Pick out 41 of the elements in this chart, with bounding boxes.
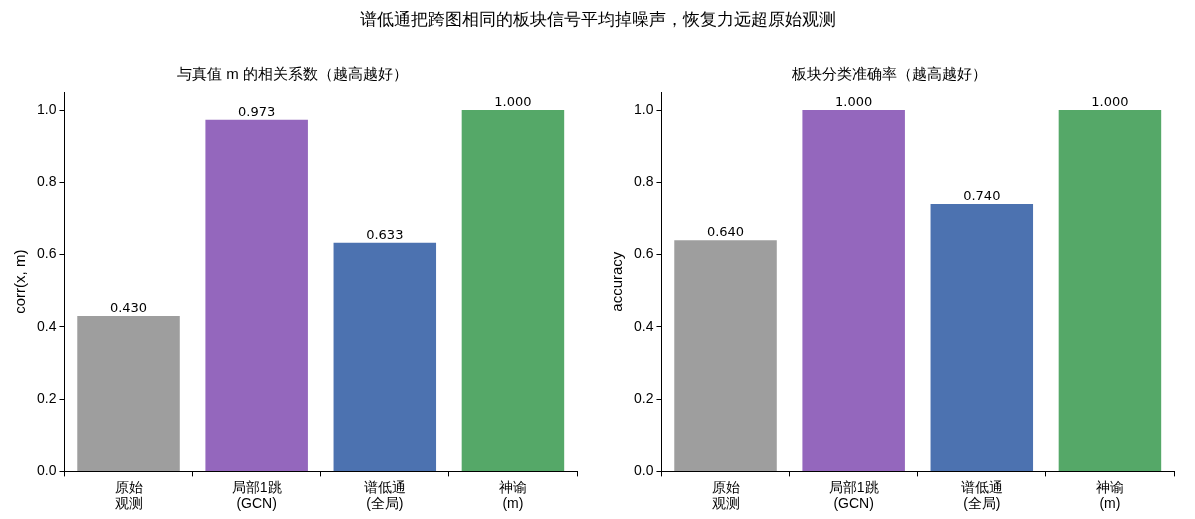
- x-tick-label: 谱低通 (全局): [363, 478, 406, 512]
- y-tick-label: 1.0: [633, 100, 654, 117]
- y-axis-title: corr(x, m): [11, 249, 29, 314]
- data-label: 0.973: [238, 103, 276, 119]
- bar: [1058, 110, 1162, 471]
- y-tick-label: 1.0: [36, 100, 57, 117]
- data-label: 0.640: [706, 224, 745, 240]
- x-tick-label: 神谕 (m): [498, 478, 527, 512]
- chart-title: 谱低通把跨图相同的板块信号平均掉噪声，恢复力远超原始观测: [358, 8, 837, 31]
- y-tick-label: 0.0: [633, 462, 654, 479]
- y-tick-label: 0.4: [633, 317, 654, 334]
- y-tick-label: 0.6: [633, 245, 654, 262]
- x-tick-label: 局部1跳 (GCN): [828, 478, 879, 512]
- data-label: 1.000: [494, 93, 532, 109]
- bar: [333, 242, 437, 471]
- chart-subtitle: 与真值 m 的相关系数（越高越好）: [177, 65, 408, 83]
- y-axis-title: accuracy: [608, 251, 626, 312]
- data-label: 0.633: [366, 226, 404, 242]
- chart-subtitle: 板块分类准确率（越高越好）: [791, 65, 987, 83]
- x-tick-label: 原始观测: [114, 478, 143, 512]
- bar: [802, 110, 905, 471]
- bar: [674, 240, 777, 471]
- y-tick-label: 0.2: [36, 389, 57, 406]
- y-tick-label: 0.8: [633, 173, 654, 190]
- bar: [77, 316, 180, 471]
- x-tick-label: 谱低通 (全局): [960, 478, 1003, 512]
- data-label: 1.000: [835, 93, 873, 109]
- data-label: 0.740: [963, 187, 1001, 203]
- x-tick-label: 局部1跳 (GCN): [231, 478, 282, 512]
- y-tick-label: 0.8: [36, 173, 57, 190]
- x-tick-label: 原始观测: [711, 478, 740, 512]
- x-tick-label: 神谕 (m): [1095, 478, 1124, 512]
- bar: [461, 110, 565, 471]
- data-label: 0.430: [109, 299, 148, 315]
- bar: [205, 119, 308, 471]
- y-tick-label: 0.2: [633, 389, 654, 406]
- y-tick-label: 0.4: [36, 317, 57, 334]
- y-tick-label: 0.6: [36, 245, 57, 262]
- y-tick-label: 0.0: [36, 462, 57, 479]
- data-label: 1.000: [1091, 93, 1129, 109]
- bar: [930, 204, 1034, 471]
